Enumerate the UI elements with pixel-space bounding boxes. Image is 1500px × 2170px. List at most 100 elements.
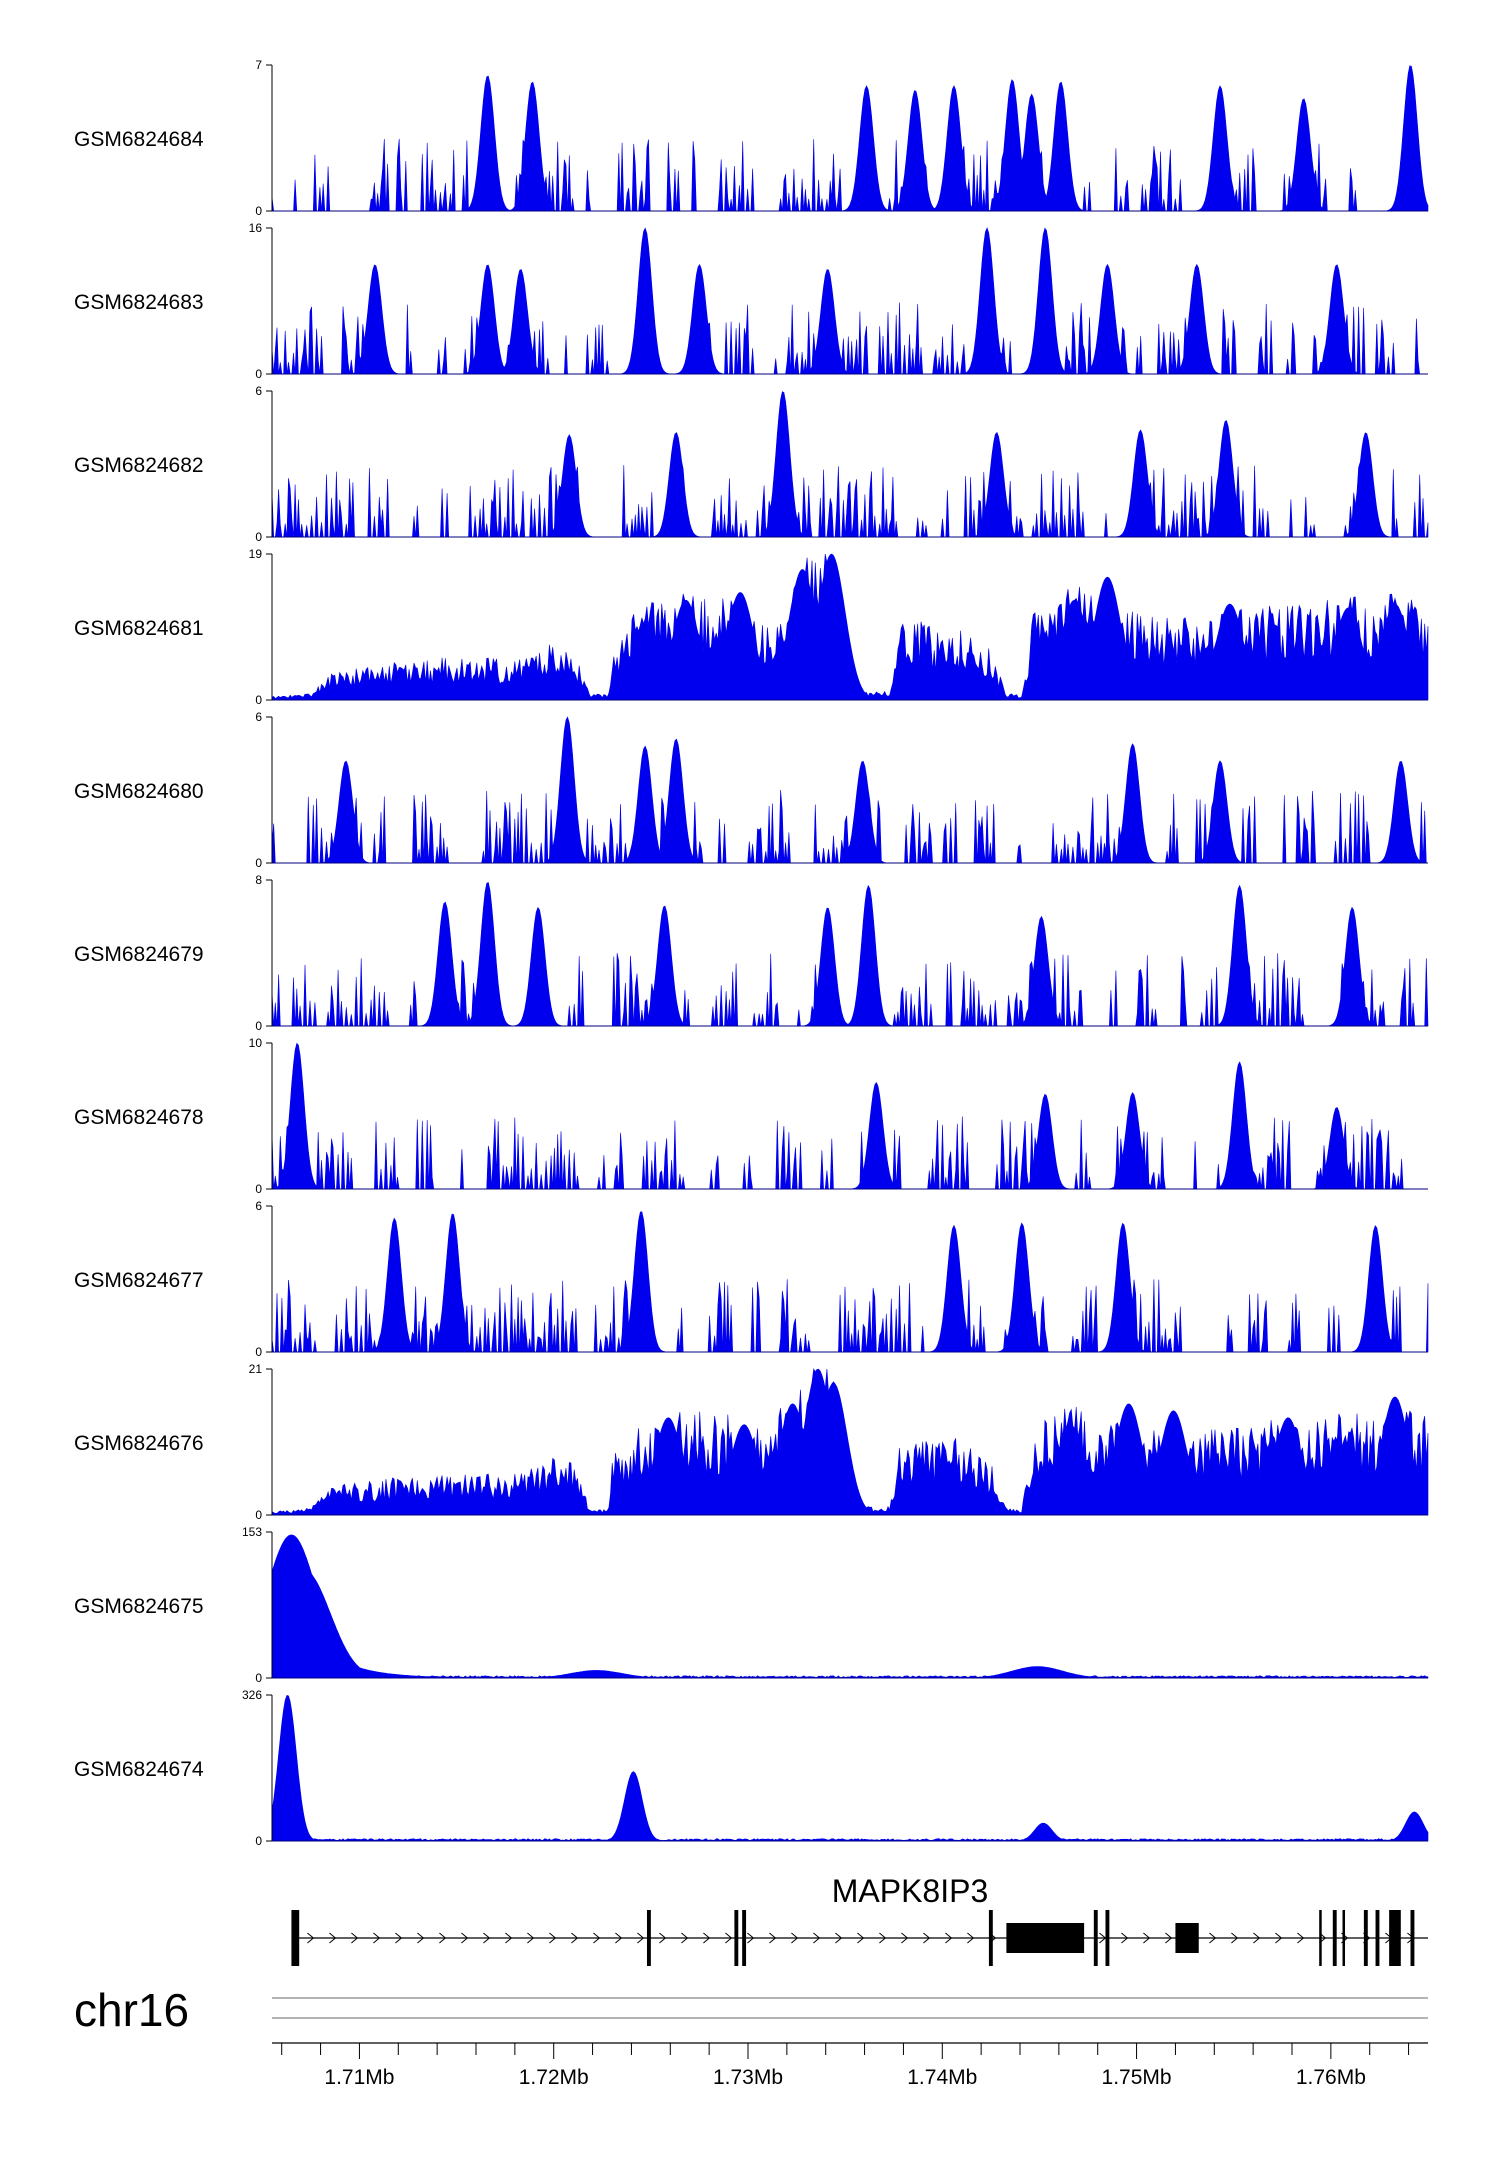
gene-exon: [742, 1910, 747, 1966]
strand-arrow: [637, 1932, 645, 1944]
gene-exon: [988, 1910, 993, 1966]
strand-arrow: [725, 1932, 733, 1944]
y-min-label: 0: [255, 204, 262, 218]
gene-exon: [1175, 1923, 1199, 1953]
track-label: GSM6824679: [74, 943, 204, 966]
strand-arrow: [659, 1932, 667, 1944]
signal-area-GSM6824674: [271, 1695, 1429, 1842]
gene-exon: [1332, 1910, 1337, 1966]
y-max-label: 326: [242, 1688, 262, 1702]
strand-arrow: [373, 1932, 381, 1944]
gene-exon: [1342, 1910, 1346, 1966]
strand-arrow: [813, 1932, 821, 1944]
track-GSM6824675: 153 0 GSM6824675: [74, 1525, 1429, 1685]
signal-area-GSM6824682: [271, 391, 1429, 538]
x-tick-label: 1.73Mb: [713, 2066, 783, 2089]
strand-arrow: [549, 1932, 557, 1944]
gene-exon: [1375, 1910, 1380, 1966]
strand-arrow: [857, 1932, 865, 1944]
strand-arrow: [593, 1932, 601, 1944]
x-tick-label: 1.76Mb: [1296, 2066, 1366, 2089]
gene-name-label: MAPK8IP3: [832, 1873, 989, 1909]
y-max-label: 6: [255, 1199, 262, 1213]
strand-arrow: [1209, 1932, 1217, 1944]
strand-arrow: [791, 1932, 799, 1944]
track-GSM6824676: 21 0 GSM6824676: [74, 1362, 1429, 1522]
y-max-label: 6: [255, 384, 262, 398]
track-GSM6824682: 6 0 GSM6824682: [74, 384, 1429, 544]
strand-arrow: [417, 1932, 425, 1944]
strand-arrow: [395, 1932, 403, 1944]
strand-arrow: [483, 1932, 491, 1944]
gene-exon: [1363, 1910, 1368, 1966]
gene-exon: [1006, 1923, 1085, 1953]
strand-arrow: [1297, 1932, 1305, 1944]
strand-arrow: [439, 1932, 447, 1944]
gene-exon: [1410, 1910, 1415, 1966]
strand-arrow: [681, 1932, 689, 1944]
strand-arrow: [945, 1932, 953, 1944]
y-min-label: 0: [255, 856, 262, 870]
strand-arrow: [1143, 1932, 1151, 1944]
track-label: GSM6824678: [74, 1106, 204, 1129]
strand-arrow: [615, 1932, 623, 1944]
strand-arrow: [703, 1932, 711, 1944]
signal-area-GSM6824684: [271, 65, 1429, 212]
gene-exon: [646, 1910, 651, 1966]
signal-tracks: 7 0 GSM6824684 16 0 GSM6824683 6 0 GSM6824682 19 0…: [74, 58, 1429, 1848]
strand-arrow: [1275, 1932, 1283, 1944]
strand-arrow: [1121, 1932, 1129, 1944]
strand-arrow: [461, 1932, 469, 1944]
y-min-label: 0: [255, 530, 262, 544]
y-min-label: 0: [255, 367, 262, 381]
track-GSM6824679: 8 0 GSM6824679: [74, 873, 1429, 1033]
track-label: GSM6824676: [74, 1432, 204, 1455]
strand-arrow: [351, 1932, 359, 1944]
track-label: GSM6824674: [74, 1758, 204, 1781]
strand-arrow: [1099, 1932, 1107, 1944]
strand-arrow: [879, 1932, 887, 1944]
y-max-label: 6: [255, 710, 262, 724]
strand-arrow: [505, 1932, 513, 1944]
y-min-label: 0: [255, 1345, 262, 1359]
y-min-label: 0: [255, 1671, 262, 1685]
x-tick-label: 1.75Mb: [1102, 2066, 1172, 2089]
track-label: GSM6824681: [74, 617, 204, 640]
strand-arrow: [967, 1932, 975, 1944]
track-GSM6824677: 6 0 GSM6824677: [74, 1199, 1429, 1359]
strand-arrow: [747, 1932, 755, 1944]
gene-exon: [1105, 1910, 1110, 1966]
track-label: GSM6824675: [74, 1595, 204, 1618]
genomic-axis: 1.71Mb 1.72Mb 1.73Mb 1.74Mb 1.75Mb 1.76Mb: [272, 2042, 1428, 2089]
signal-area-GSM6824681: [271, 553, 1429, 701]
strand-arrow: [329, 1932, 337, 1944]
track-GSM6824680: 6 0 GSM6824680: [74, 710, 1429, 870]
chromosome-label: chr16: [74, 1984, 189, 2036]
signal-area-GSM6824677: [271, 1211, 1429, 1353]
track-GSM6824681: 19 0 GSM6824681: [74, 547, 1429, 707]
y-max-label: 8: [255, 873, 262, 887]
x-tick-label: 1.71Mb: [324, 2066, 394, 2089]
y-min-label: 0: [255, 1182, 262, 1196]
y-min-label: 0: [255, 693, 262, 707]
signal-area-GSM6824675: [271, 1534, 1429, 1679]
track-label: GSM6824683: [74, 291, 204, 314]
track-label: GSM6824677: [74, 1269, 204, 1292]
track-label: GSM6824682: [74, 454, 204, 477]
y-max-label: 10: [249, 1036, 263, 1050]
track-label: GSM6824684: [74, 128, 204, 151]
gene-exon: [1389, 1910, 1401, 1966]
gene-annotation-track: MAPK8IP3: [291, 1873, 1428, 1966]
strand-arrow: [1253, 1932, 1261, 1944]
x-tick-label: 1.74Mb: [907, 2066, 977, 2089]
gene-exon: [1319, 1910, 1322, 1966]
signal-area-GSM6824676: [271, 1368, 1429, 1516]
strand-arrow: [527, 1932, 535, 1944]
y-min-label: 0: [255, 1019, 262, 1033]
track-GSM6824674: 326 0 GSM6824674: [74, 1688, 1429, 1848]
y-max-label: 153: [242, 1525, 262, 1539]
track-GSM6824683: 16 0 GSM6824683: [74, 221, 1428, 381]
track-GSM6824678: 10 0 GSM6824678: [74, 1036, 1428, 1196]
signal-area-GSM6824679: [271, 882, 1429, 1027]
